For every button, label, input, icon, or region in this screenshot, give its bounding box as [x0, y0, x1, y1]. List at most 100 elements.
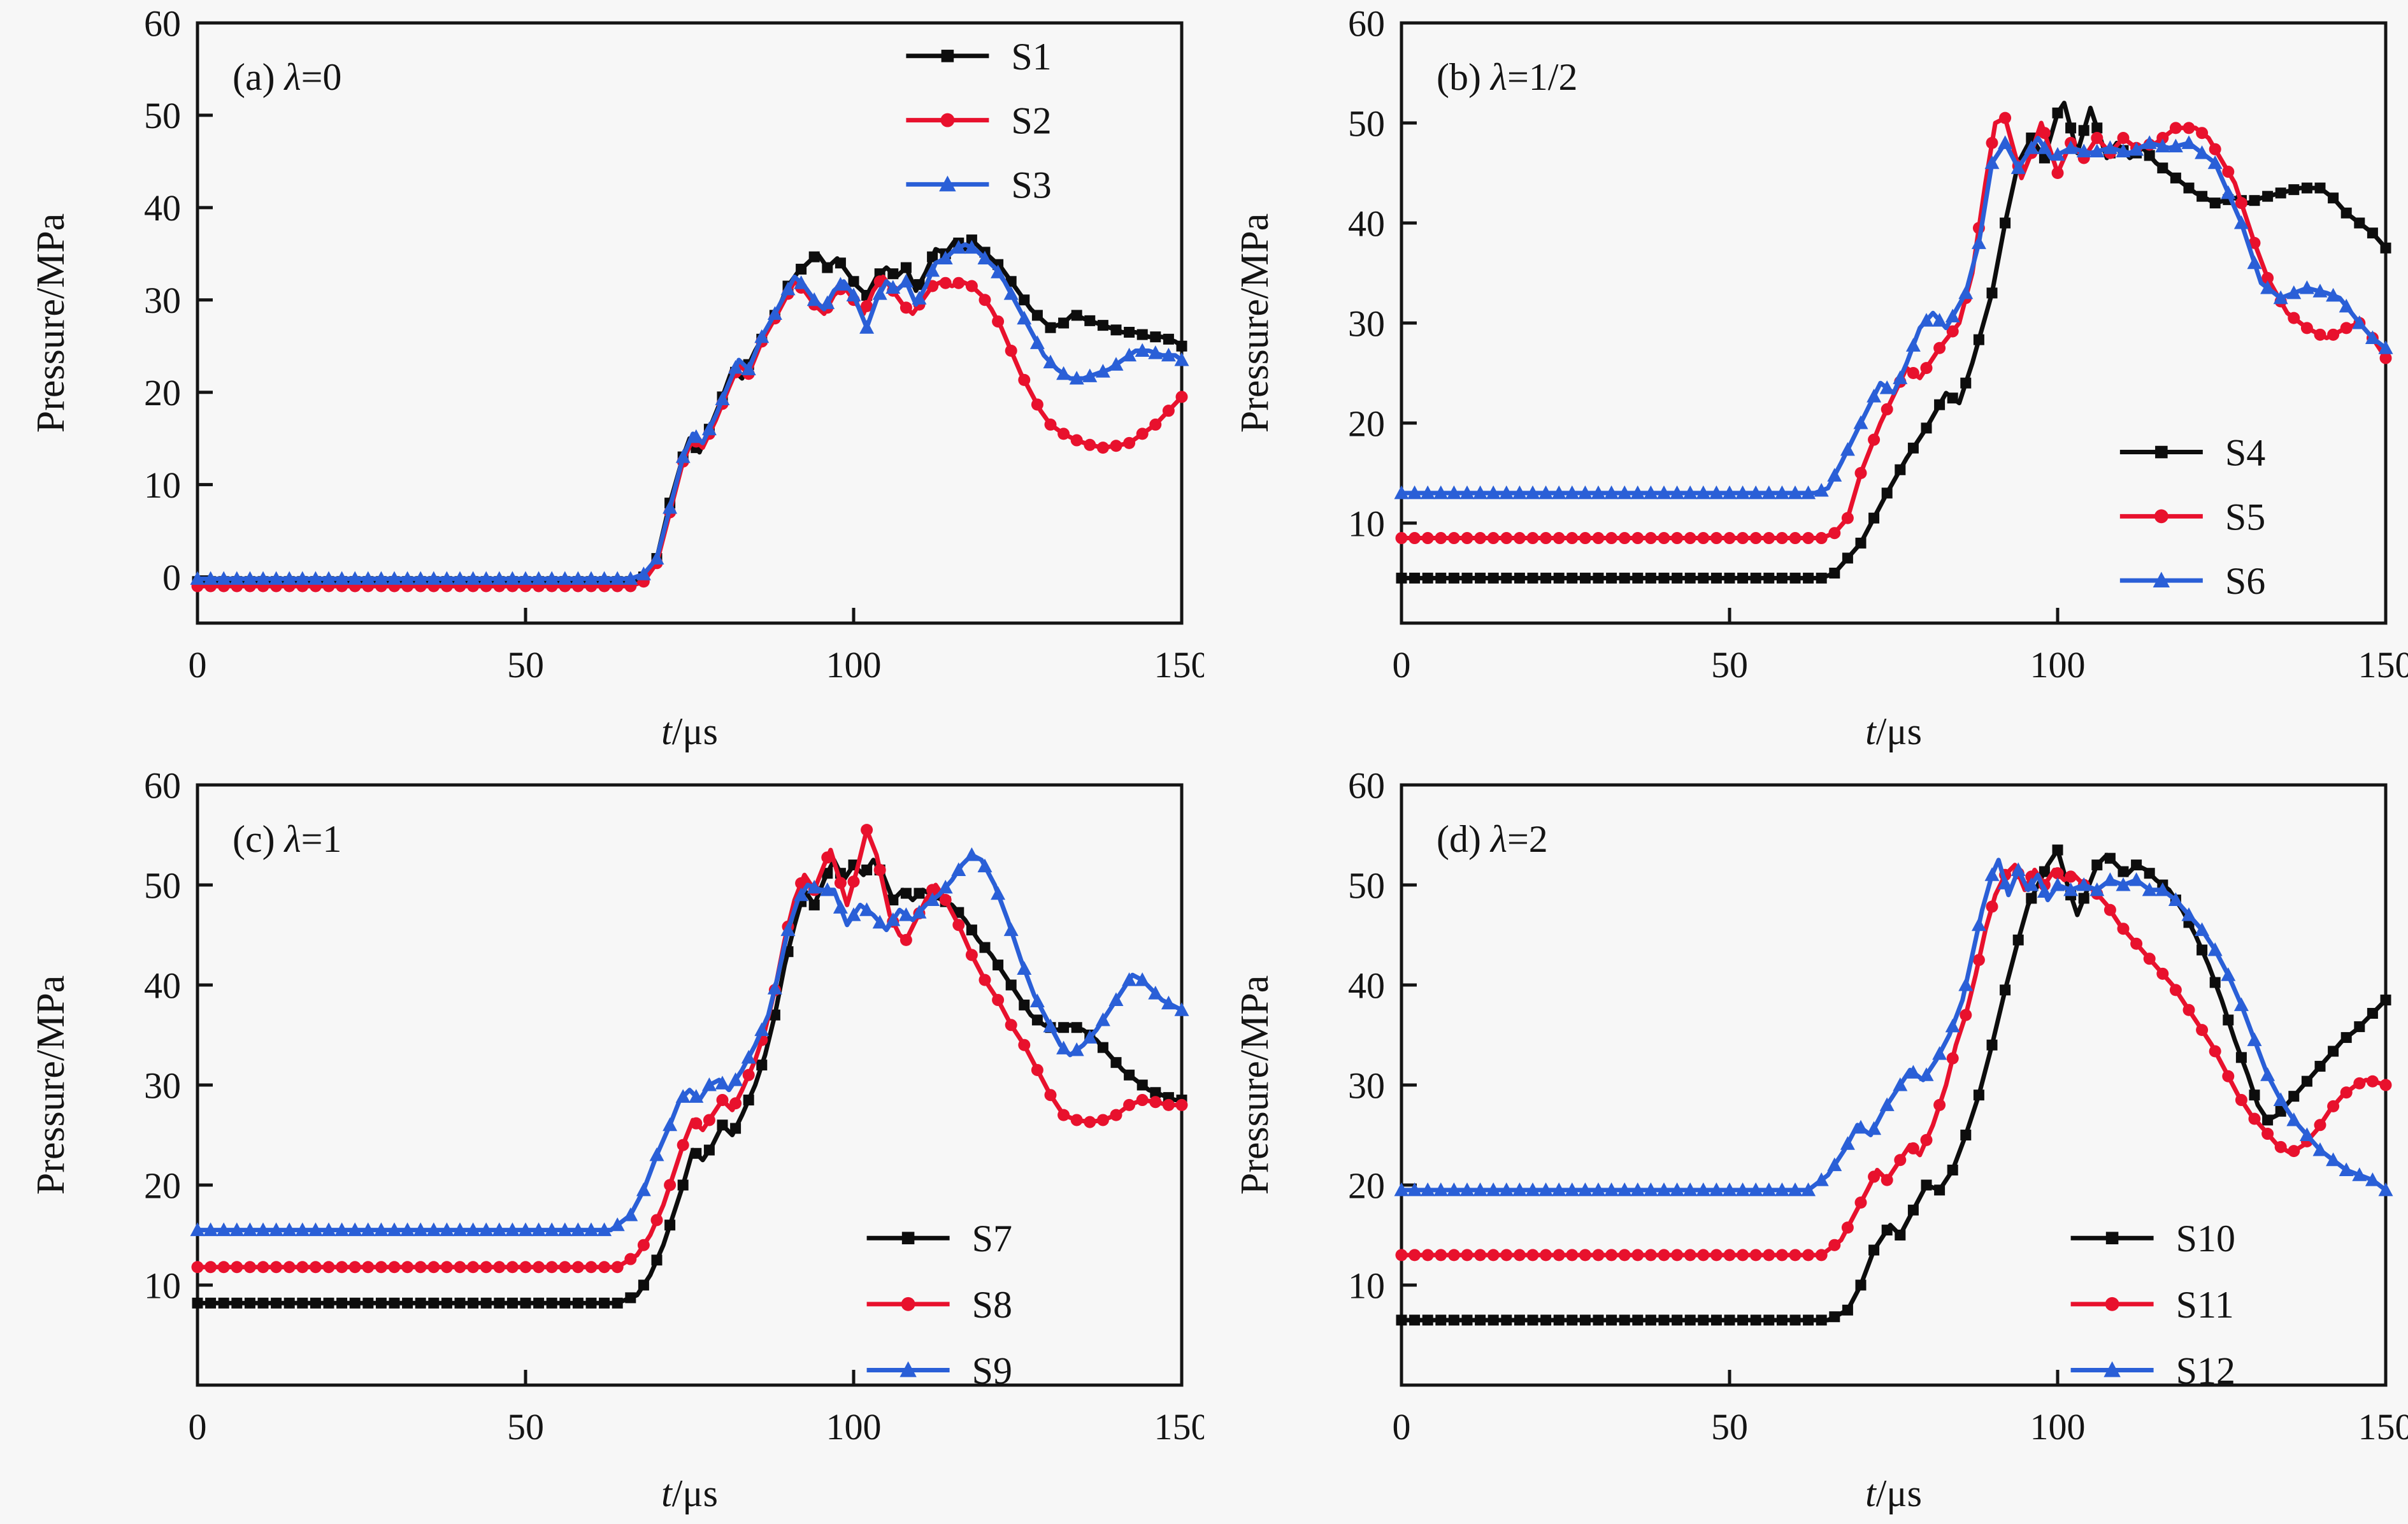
- square-marker: [1514, 572, 1525, 584]
- circle-marker: [1500, 1249, 1513, 1262]
- circle-marker: [1461, 1249, 1473, 1262]
- square-marker: [808, 251, 820, 262]
- circle-marker: [847, 875, 860, 888]
- circle-marker: [1802, 1249, 1815, 1262]
- circle-marker: [217, 1261, 230, 1274]
- triangle-marker: [1748, 1182, 1763, 1197]
- circle-marker: [2182, 122, 2195, 134]
- circle-marker: [309, 1261, 322, 1274]
- square-marker: [1019, 999, 1030, 1010]
- circle-marker: [637, 1239, 650, 1251]
- triangle-marker: [728, 360, 743, 374]
- legend-label: S5: [2225, 496, 2265, 538]
- circle-marker: [861, 824, 873, 837]
- circle-marker: [388, 1261, 401, 1274]
- y-tick-label: 50: [1348, 103, 1385, 144]
- triangle-marker: [754, 329, 770, 343]
- square-marker: [1789, 572, 1801, 584]
- square-marker: [2000, 984, 2011, 996]
- circle-marker: [2051, 867, 2064, 880]
- square-marker: [1019, 294, 1030, 306]
- square-marker: [1632, 1314, 1644, 1326]
- circle-marker: [940, 113, 955, 127]
- square-marker: [1487, 572, 1499, 584]
- triangle-marker: [939, 175, 956, 192]
- circle-marker: [1775, 532, 1788, 545]
- triangle-marker: [675, 449, 691, 463]
- x-tick-label: 100: [826, 644, 882, 686]
- circle-marker: [1592, 1249, 1605, 1262]
- square-marker: [1803, 572, 1814, 584]
- y-axis-label: Pressure/MPa: [29, 975, 73, 1195]
- circle-marker: [1579, 1249, 1591, 1262]
- square-marker: [1724, 572, 1735, 584]
- triangle-marker: [1905, 338, 1921, 352]
- square-marker: [520, 1297, 531, 1309]
- square-marker: [1750, 1314, 1761, 1326]
- series-line-S1: [195, 238, 1184, 584]
- square-marker: [1475, 572, 1486, 584]
- circle-marker: [1671, 1249, 1684, 1262]
- axes-box: [196, 783, 1184, 1387]
- circle-marker: [1435, 532, 1447, 545]
- triangle-marker: [794, 275, 809, 289]
- series-line-S8: [195, 828, 1184, 1270]
- triangle-marker: [623, 1207, 638, 1221]
- circle-marker: [1815, 532, 1828, 545]
- square-marker: [1409, 1314, 1421, 1326]
- square-marker: [572, 1297, 584, 1309]
- triangle-marker: [2142, 882, 2157, 896]
- square-marker: [2275, 187, 2286, 199]
- square-marker: [1855, 1279, 1867, 1291]
- triangle-marker: [636, 1182, 651, 1197]
- circle-marker: [1579, 532, 1591, 545]
- circle-marker: [1960, 1009, 1972, 1021]
- triangle-marker: [2181, 135, 2197, 149]
- triangle-marker: [2050, 877, 2065, 891]
- triangle-marker: [597, 1222, 612, 1237]
- triangle-marker: [1722, 485, 1737, 500]
- series-S9: [190, 847, 1189, 1237]
- triangle-marker: [1814, 1172, 1829, 1186]
- square-marker: [2328, 1046, 2339, 1057]
- square-marker: [1514, 1314, 1525, 1326]
- triangle-marker: [2286, 1112, 2302, 1126]
- triangle-marker: [1095, 1012, 1110, 1026]
- triangle-marker: [597, 571, 612, 585]
- axes-box: [196, 21, 1184, 625]
- square-marker: [192, 1297, 203, 1309]
- triangle-marker: [400, 1222, 415, 1237]
- y-tick-label: 0: [162, 557, 181, 598]
- square-marker: [927, 251, 938, 262]
- square-marker: [2209, 198, 2221, 209]
- square-marker: [2314, 1061, 2326, 1072]
- triangle-marker: [2326, 287, 2341, 302]
- x-tick-label: 150: [2358, 1406, 2408, 1448]
- circle-marker: [611, 1261, 624, 1274]
- square-marker: [1907, 442, 1919, 454]
- square-marker: [1803, 1314, 1814, 1326]
- y-tick-label: 10: [1348, 1265, 1385, 1306]
- square-marker: [2380, 995, 2391, 1006]
- circle-marker: [191, 1261, 204, 1274]
- triangle-marker: [400, 571, 415, 585]
- circle-marker: [2182, 1003, 2195, 1016]
- triangle-marker: [2089, 143, 2105, 157]
- square-marker: [1071, 1022, 1082, 1033]
- legend-label: S1: [1011, 36, 1051, 78]
- triangle-marker: [1161, 995, 1176, 1010]
- circle-marker: [1552, 1249, 1565, 1262]
- square-marker: [2000, 217, 2011, 229]
- x-tick-label: 150: [1154, 644, 1205, 686]
- circle-marker: [2248, 236, 2261, 249]
- circle-marker: [296, 1261, 309, 1274]
- circle-marker: [1789, 532, 1802, 545]
- circle-marker: [1526, 1249, 1539, 1262]
- square-marker: [1698, 572, 1709, 584]
- circle-marker: [559, 1261, 571, 1274]
- square-marker: [1881, 1225, 1893, 1236]
- triangle-marker: [2168, 138, 2183, 153]
- triangle-marker: [1774, 485, 1789, 500]
- triangle-marker: [570, 1222, 585, 1237]
- triangle-marker: [806, 879, 822, 894]
